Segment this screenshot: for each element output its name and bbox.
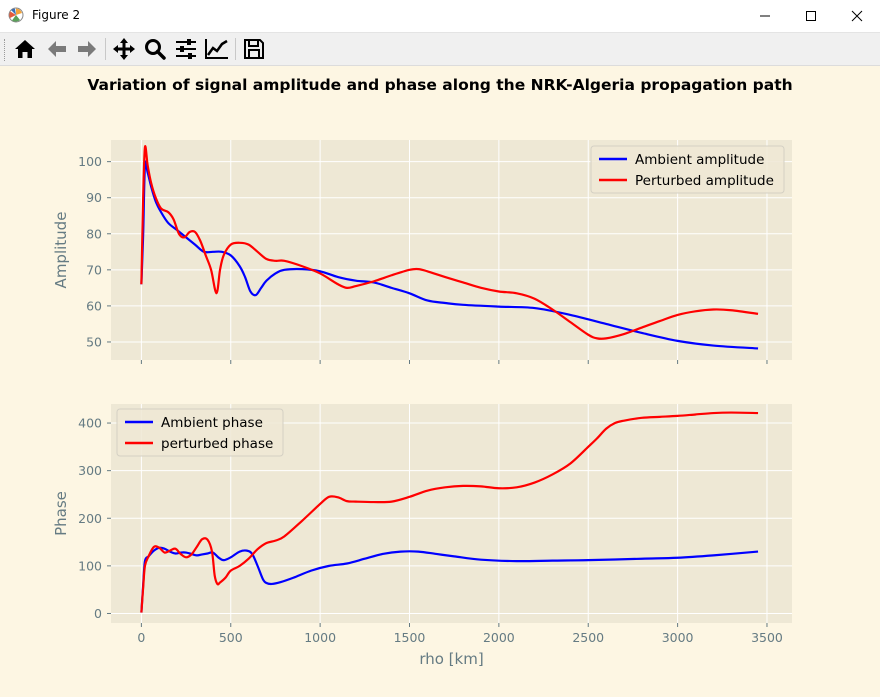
floppy-disk-icon bbox=[244, 39, 264, 59]
subplots-button[interactable] bbox=[172, 36, 200, 62]
zoom-button[interactable] bbox=[141, 36, 169, 62]
toolbar-grip[interactable] bbox=[4, 39, 7, 61]
legend-label: perturbed phase bbox=[161, 436, 273, 452]
x-tick-label: 2000 bbox=[483, 630, 515, 645]
x-tick-label: 3000 bbox=[662, 630, 694, 645]
legend-label: Ambient amplitude bbox=[635, 152, 764, 168]
minimize-icon bbox=[760, 15, 770, 17]
y-tick-label: 70 bbox=[86, 262, 102, 277]
legend-label: Perturbed amplitude bbox=[635, 173, 774, 189]
x-tick-label: 1000 bbox=[304, 630, 336, 645]
y-tick-label: 100 bbox=[78, 154, 102, 169]
x-tick-label: 3500 bbox=[751, 630, 783, 645]
y-tick-label: 0 bbox=[94, 606, 102, 621]
x-tick-label: 0 bbox=[137, 630, 145, 645]
axes-button[interactable] bbox=[203, 36, 231, 62]
y-tick-label: 60 bbox=[86, 298, 102, 313]
sliders-icon bbox=[176, 39, 196, 59]
x-tick-label: 2500 bbox=[572, 630, 604, 645]
save-button[interactable] bbox=[240, 36, 268, 62]
amplitude-axes: 50 60 70 80 90 100 Amplitude Ambient amplitude P… bbox=[52, 140, 792, 364]
arrow-left-icon bbox=[48, 41, 66, 57]
series-line-perturbed-amplitude bbox=[140, 145, 759, 340]
pan-button[interactable] bbox=[110, 36, 138, 62]
x-tick-label: 500 bbox=[219, 630, 243, 645]
back-button[interactable] bbox=[43, 36, 71, 62]
x-tick-label: 1500 bbox=[394, 630, 426, 645]
toolbar-separator bbox=[235, 38, 236, 60]
series-line-perturbed-phase bbox=[140, 411, 759, 613]
close-icon bbox=[851, 10, 863, 22]
maximize-icon bbox=[806, 11, 816, 21]
y-tick-label: 50 bbox=[86, 334, 102, 349]
legend-box bbox=[590, 145, 785, 194]
series-line-ambient-amplitude bbox=[140, 160, 759, 350]
close-button[interactable] bbox=[834, 0, 880, 32]
window-title: Figure 2 bbox=[32, 8, 81, 22]
figure-title: Variation of signal amplitude and phase … bbox=[87, 76, 792, 94]
y-tick-label: 300 bbox=[78, 463, 102, 478]
magnifier-icon bbox=[145, 39, 166, 60]
figure-canvas[interactable]: Variation of signal amplitude and phase … bbox=[0, 66, 880, 693]
maximize-button[interactable] bbox=[788, 0, 834, 32]
y-tick-label: 90 bbox=[86, 190, 102, 205]
y-axis-label: Phase bbox=[52, 491, 70, 536]
legend-label: Ambient phase bbox=[161, 415, 263, 431]
home-button[interactable] bbox=[11, 36, 39, 62]
toolbar-separator bbox=[105, 38, 106, 60]
figure-svg: Variation of signal amplitude and phase … bbox=[52, 76, 793, 668]
y-tick-label: 400 bbox=[78, 416, 102, 431]
x-axis-label: rho [km] bbox=[419, 650, 483, 668]
navigation-toolbar bbox=[0, 33, 880, 66]
phase-axes: 0 500 1000 1500 2000 2500 3000 3500 0 100 200 300 40… bbox=[52, 404, 792, 668]
series-line-ambient-phase bbox=[140, 546, 759, 613]
arrow-right-icon bbox=[78, 41, 96, 57]
home-icon bbox=[15, 40, 35, 58]
y-axis-label: Amplitude bbox=[52, 212, 70, 289]
line-chart-icon bbox=[205, 39, 228, 59]
legend-box bbox=[116, 408, 284, 457]
y-tick-label: 200 bbox=[78, 511, 102, 526]
forward-button[interactable] bbox=[73, 36, 101, 62]
minimize-button[interactable] bbox=[742, 0, 788, 32]
move-icon bbox=[113, 38, 135, 60]
y-tick-label: 80 bbox=[86, 226, 102, 241]
window-titlebar: Figure 2 bbox=[0, 0, 880, 33]
matplotlib-logo-icon bbox=[8, 7, 24, 23]
y-tick-label: 100 bbox=[78, 558, 102, 573]
